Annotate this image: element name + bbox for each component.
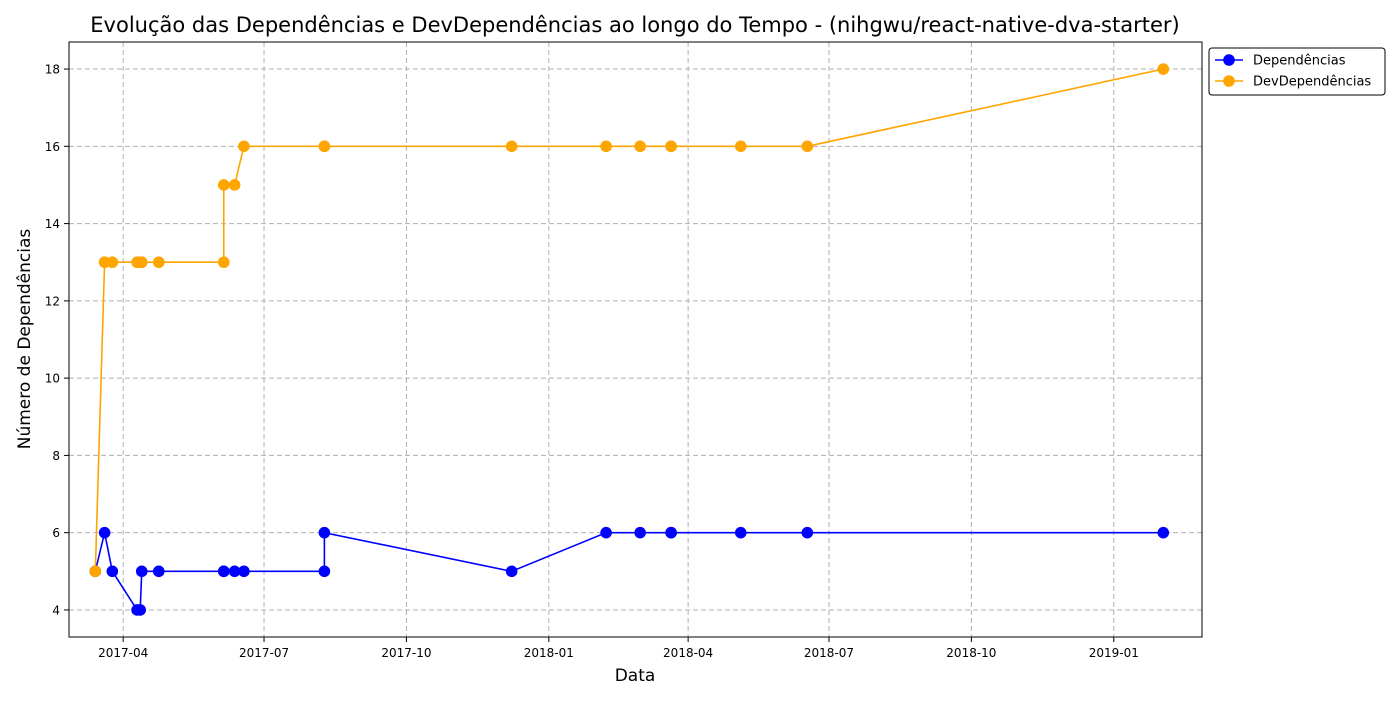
legend-item: Dependências xyxy=(1215,54,1346,69)
data-point xyxy=(600,526,612,539)
data-point xyxy=(318,565,331,578)
data-point xyxy=(505,140,518,153)
x-tick-label: 2018-07 xyxy=(804,646,854,660)
data-point xyxy=(134,604,146,616)
data-point xyxy=(217,565,230,578)
data-point xyxy=(106,565,119,578)
y-tick-label: 18 xyxy=(45,63,60,77)
gridlines xyxy=(69,42,1202,637)
data-point xyxy=(665,140,677,153)
x-tick-label: 2019-01 xyxy=(1089,646,1139,660)
x-tick-label: 2018-01 xyxy=(524,646,574,660)
x-axis-title: Data xyxy=(615,666,656,686)
data-point xyxy=(318,526,331,539)
legend-label: DevDependências xyxy=(1253,75,1371,90)
x-tick-label: 2018-04 xyxy=(663,646,713,660)
data-point xyxy=(1157,526,1170,539)
data-point xyxy=(801,140,814,153)
legend-label: Dependências xyxy=(1253,54,1346,69)
axes: 2017-04 2017-07 2017-10 2018-01 2018-04 2018-… xyxy=(45,63,1139,660)
legend: Dependências DevDependências xyxy=(1208,47,1386,96)
data-point xyxy=(238,140,250,153)
data-point xyxy=(135,565,148,578)
data-point xyxy=(600,140,612,153)
data-point xyxy=(734,140,747,153)
x-tick-label: 2017-07 xyxy=(239,646,289,660)
y-tick-label: 16 xyxy=(45,140,60,154)
y-tick-label: 4 xyxy=(52,603,60,617)
x-tick-label: 2018-10 xyxy=(946,646,996,660)
data-point xyxy=(106,256,119,269)
data-point xyxy=(228,565,241,578)
data-point xyxy=(152,256,165,269)
data-point xyxy=(1157,63,1170,75)
y-tick-label: 10 xyxy=(45,372,60,386)
data-point xyxy=(217,179,230,191)
series-line xyxy=(94,531,1164,611)
legend-box xyxy=(1208,47,1386,96)
data-point xyxy=(634,526,646,539)
data-point xyxy=(152,565,165,578)
y-tick-label: 12 xyxy=(45,294,60,308)
y-tick-label: 8 xyxy=(52,449,60,463)
chart-title: Evolução das Dependências e DevDependênc… xyxy=(90,13,1179,37)
series-1 xyxy=(89,63,1170,578)
y-tick-label: 6 xyxy=(52,526,60,540)
data-point xyxy=(665,526,677,539)
data-point xyxy=(634,140,646,153)
series-0 xyxy=(89,526,1170,616)
data-point xyxy=(98,526,111,539)
data-point xyxy=(217,256,230,269)
data-point xyxy=(318,140,331,153)
data-point xyxy=(238,565,250,578)
data-point xyxy=(734,526,747,539)
y-axis-title: Número de Dependências xyxy=(15,229,35,450)
legend-item: DevDependências xyxy=(1215,75,1371,90)
legend-marker xyxy=(1223,54,1235,66)
data-point xyxy=(89,565,102,578)
data-point xyxy=(135,256,148,269)
data-point xyxy=(228,179,241,191)
x-tick-label: 2017-10 xyxy=(381,646,431,660)
plot-area-frame xyxy=(68,41,1203,638)
data-series xyxy=(89,63,1170,616)
legend-marker xyxy=(1223,75,1235,87)
y-tick-label: 14 xyxy=(45,217,60,231)
x-tick-label: 2017-04 xyxy=(98,646,148,660)
data-point xyxy=(801,526,814,539)
data-point xyxy=(505,565,518,578)
series-line xyxy=(94,68,1164,572)
